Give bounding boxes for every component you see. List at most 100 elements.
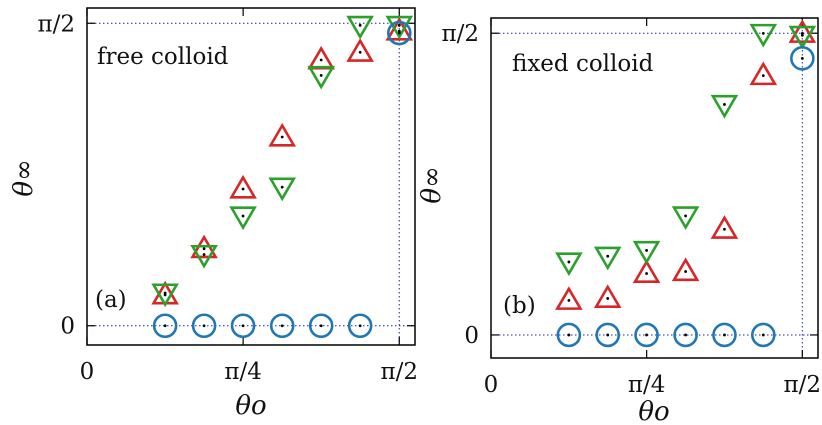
- marker-triangle-up: [788, 19, 817, 43]
- marker-center-dot: [280, 324, 284, 328]
- marker-center-dot: [567, 333, 571, 337]
- marker-center-dot: [163, 291, 167, 295]
- marker-triangle-down: [632, 240, 661, 265]
- marker-center-dot: [241, 214, 245, 218]
- tick-labels: 0 π/4 π/2 0 π/2: [38, 11, 419, 385]
- marker-triangle-down: [788, 25, 817, 50]
- panel-free-colloid: 0 π/4 π/2 0 π/2 free colloid (a) θo θ∞: [9, 7, 419, 421]
- marker-center-dot: [645, 272, 648, 275]
- x-tick-label: 0: [80, 359, 95, 385]
- marker-circle: [269, 313, 295, 339]
- marker-triangle-up: [307, 45, 335, 70]
- panel-title: fixed colloid: [512, 51, 654, 77]
- y-axis-label: θ∞: [9, 159, 39, 196]
- marker-center-dot: [280, 185, 284, 189]
- x-tick-label: π/4: [628, 372, 666, 398]
- marker-triangle-down: [346, 15, 374, 40]
- marker-center-dot: [202, 324, 206, 328]
- marker-triangle-down: [671, 206, 700, 230]
- x-axis-label: θo: [638, 397, 669, 425]
- marker-center-dot: [606, 297, 610, 300]
- marker-center-dot: [723, 333, 726, 337]
- marker-triangle-down: [555, 252, 583, 277]
- marker-circle: [386, 20, 412, 46]
- marker-triangle-down: [593, 246, 622, 271]
- marker-circle: [673, 322, 698, 348]
- marker-center-dot: [761, 74, 765, 78]
- marker-triangle-up: [555, 286, 583, 310]
- marker-triangle-down: [190, 244, 218, 269]
- marker-circle: [556, 322, 582, 348]
- plot-frame: [490, 17, 819, 359]
- marker-triangle-up: [671, 257, 700, 282]
- data-markers: [151, 15, 414, 339]
- marker-triangle-up: [593, 284, 622, 309]
- marker-triangle-down: [749, 23, 778, 48]
- marker-circle: [790, 46, 815, 71]
- marker-center-dot: [684, 333, 688, 337]
- panel-fixed-colloid: 0 π/4 π/2 0 π/2 fixed colloid (b) θo θ∞: [417, 17, 822, 425]
- marker-center-dot: [202, 247, 206, 251]
- marker-circle: [712, 322, 737, 348]
- marker-center-dot: [761, 31, 765, 35]
- x-tick-label: π/2: [784, 372, 822, 398]
- marker-triangle-down: [385, 15, 414, 40]
- marker-center-dot: [567, 260, 571, 264]
- marker-center-dot: [241, 324, 245, 328]
- marker-center-dot: [202, 253, 206, 256]
- marker-center-dot: [645, 333, 648, 337]
- marker-center-dot: [606, 333, 610, 337]
- x-tick-label: 0: [484, 372, 499, 398]
- marker-center-dot: [397, 29, 401, 33]
- panel-tag: (b): [503, 293, 536, 319]
- data-markers: [555, 19, 817, 348]
- marker-center-dot: [684, 270, 688, 273]
- marker-center-dot: [358, 50, 362, 54]
- x-tick-label: π/4: [224, 359, 262, 385]
- marker-center-dot: [567, 298, 571, 302]
- marker-center-dot: [800, 33, 804, 37]
- marker-triangle-up: [346, 38, 374, 62]
- marker-center-dot: [319, 58, 323, 62]
- marker-triangle-up: [632, 259, 661, 284]
- marker-center-dot: [280, 135, 284, 139]
- marker-center-dot: [723, 103, 726, 106]
- marker-triangle-down: [268, 177, 297, 202]
- marker-circle: [230, 313, 256, 339]
- marker-center-dot: [723, 227, 726, 231]
- marker-center-dot: [319, 324, 323, 328]
- marker-triangle-up: [268, 122, 297, 147]
- marker-triangle-down: [229, 206, 257, 231]
- y-tick-label: 0: [60, 314, 75, 340]
- marker-center-dot: [397, 31, 401, 35]
- marker-center-dot: [241, 187, 245, 191]
- marker-center-dot: [319, 74, 323, 77]
- marker-circle: [191, 313, 217, 339]
- marker-center-dot: [800, 56, 804, 60]
- marker-circle: [152, 313, 178, 339]
- marker-circle: [595, 322, 621, 348]
- marker-center-dot: [645, 249, 648, 252]
- plot-frame: [86, 7, 416, 346]
- marker-center-dot: [163, 324, 167, 328]
- marker-triangle-down: [151, 283, 179, 308]
- marker-circle: [751, 322, 776, 348]
- x-tick-label: π/2: [381, 359, 419, 385]
- marker-center-dot: [397, 23, 401, 27]
- marker-triangle-up: [229, 174, 257, 199]
- x-axis-label: θo: [235, 391, 266, 421]
- y-tick-label: π/2: [442, 21, 480, 47]
- y-tick-label: π/2: [38, 11, 76, 37]
- marker-center-dot: [358, 324, 362, 328]
- y-tick-label: 0: [464, 323, 479, 349]
- marker-triangle-down: [710, 94, 739, 119]
- marker-triangle-up: [710, 215, 739, 239]
- tick-labels: 0 π/4 π/2 0 π/2: [442, 21, 822, 398]
- y-axis-label: θ∞: [417, 166, 447, 203]
- marker-center-dot: [684, 214, 688, 218]
- marker-triangle-up: [749, 61, 778, 86]
- marker-center-dot: [358, 23, 362, 27]
- marker-circle: [347, 313, 373, 339]
- marker-center-dot: [800, 31, 804, 35]
